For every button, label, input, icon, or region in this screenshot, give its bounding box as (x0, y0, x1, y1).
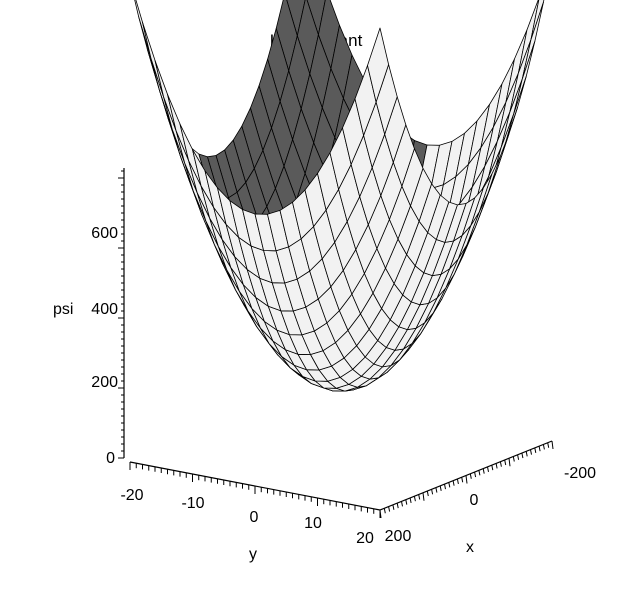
x-tick (495, 463, 498, 469)
x-tick (388, 506, 391, 512)
z-tick-label-600: 600 (91, 225, 118, 242)
x-tick (448, 482, 451, 488)
x-tick (392, 504, 395, 510)
x-tick (396, 503, 399, 509)
x-tick (461, 477, 464, 483)
x-tick (499, 461, 502, 467)
x-tick (521, 452, 524, 459)
x-tick (508, 458, 511, 467)
x-tick (551, 440, 554, 450)
x-tick (439, 485, 442, 491)
x-tick (517, 454, 520, 460)
x-tick (482, 468, 485, 474)
x-tick (474, 471, 477, 478)
x-tick-label-200: 200 (385, 528, 412, 545)
x-tick (409, 497, 412, 504)
x-tick-label-0: 0 (470, 492, 479, 509)
y-axis-label: y (249, 546, 257, 563)
x-tick (512, 456, 515, 462)
y-tick-label-10: 10 (304, 515, 322, 532)
x-tick (525, 451, 528, 457)
x-tick (478, 470, 481, 476)
x-tick (435, 487, 438, 493)
x-tick (547, 442, 550, 448)
x-tick (405, 499, 408, 505)
surface-facet (367, 27, 390, 103)
x-tick (452, 480, 455, 486)
z-axis-ticks (118, 170, 124, 459)
x-tick (431, 489, 434, 495)
z-tick-label-0: 0 (106, 450, 115, 467)
x-tick (379, 509, 382, 519)
x-tick (530, 449, 532, 455)
x-tick (542, 444, 545, 450)
y-tick-label-neg20: -20 (120, 487, 143, 504)
z-tick-label-400: 400 (91, 301, 118, 318)
x-axis-label: x (466, 539, 474, 556)
y-tick-label-20: 20 (356, 530, 374, 547)
x-tick (538, 446, 541, 452)
z-axis-label: psi (53, 301, 73, 318)
y-axis-ticks (129, 462, 381, 518)
x-tick (465, 475, 468, 484)
x-tick (487, 466, 489, 472)
z-tick-label-200: 200 (91, 374, 118, 391)
x-tick (456, 478, 459, 485)
y-tick-label-neg10: -10 (181, 495, 204, 512)
surface-facet (142, 21, 165, 98)
x-tick (491, 465, 494, 471)
x-tick (413, 496, 416, 502)
surface-mesh (134, 0, 545, 392)
x-tick (504, 459, 507, 466)
x-tick (444, 484, 446, 490)
x-tick-label-neg200: -200 (564, 465, 596, 482)
x-tick (534, 447, 537, 453)
x-tick (469, 473, 472, 479)
x-axis-ticks (379, 440, 554, 519)
x-tick (422, 492, 425, 501)
y-tick-label-0: 0 (250, 509, 259, 526)
x-tick (418, 494, 421, 500)
x-tick (383, 508, 386, 514)
x-tick (401, 501, 403, 507)
surface-facet (154, 60, 177, 132)
x-tick (426, 490, 429, 497)
